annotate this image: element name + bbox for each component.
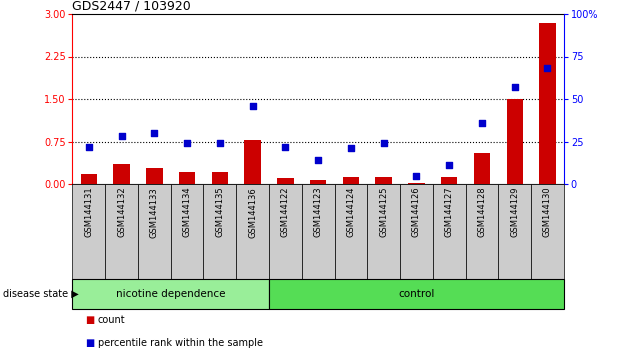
Bar — [302, 184, 335, 279]
Text: GDS2447 / 103920: GDS2447 / 103920 — [72, 0, 191, 13]
Bar — [244, 140, 261, 184]
Point — [477, 120, 487, 126]
Bar — [441, 177, 457, 184]
Text: GSM144136: GSM144136 — [248, 187, 257, 238]
Text: GSM144124: GSM144124 — [346, 187, 355, 237]
Text: GSM144129: GSM144129 — [510, 187, 519, 237]
Bar — [212, 172, 228, 184]
Text: disease state ▶: disease state ▶ — [3, 289, 79, 299]
Text: GSM144126: GSM144126 — [412, 187, 421, 238]
Bar — [375, 177, 392, 184]
Point — [149, 130, 159, 136]
Bar — [269, 184, 302, 279]
Bar — [343, 177, 359, 184]
Text: GSM144135: GSM144135 — [215, 187, 224, 238]
Bar — [310, 180, 326, 184]
Text: GSM144125: GSM144125 — [379, 187, 388, 237]
Bar — [474, 153, 490, 184]
Bar — [171, 184, 203, 279]
Point — [346, 145, 356, 151]
Text: GSM144128: GSM144128 — [478, 187, 486, 238]
Bar — [531, 184, 564, 279]
Point — [248, 103, 258, 109]
Bar — [367, 184, 400, 279]
Text: GSM144122: GSM144122 — [281, 187, 290, 237]
Point — [313, 158, 323, 163]
Bar — [408, 183, 425, 184]
Bar — [179, 172, 195, 184]
Text: GSM144123: GSM144123 — [314, 187, 323, 238]
Point — [280, 144, 290, 149]
Bar — [236, 184, 269, 279]
Bar — [138, 184, 171, 279]
Text: ■: ■ — [85, 338, 94, 348]
Text: GSM144134: GSM144134 — [183, 187, 192, 238]
Point — [182, 141, 192, 146]
Text: GSM144133: GSM144133 — [150, 187, 159, 238]
Point — [510, 84, 520, 90]
Bar — [81, 174, 97, 184]
Bar — [498, 184, 531, 279]
Bar — [72, 184, 105, 279]
Bar — [277, 178, 294, 184]
Bar — [466, 184, 498, 279]
Point — [379, 141, 389, 146]
Text: GSM144132: GSM144132 — [117, 187, 126, 238]
Text: nicotine dependence: nicotine dependence — [116, 289, 226, 299]
Bar — [72, 279, 269, 309]
Point — [542, 65, 553, 71]
Text: control: control — [398, 289, 435, 299]
Text: ■: ■ — [85, 315, 94, 325]
Bar — [113, 164, 130, 184]
Point — [117, 133, 127, 139]
Bar — [507, 99, 523, 184]
Text: GSM144130: GSM144130 — [543, 187, 552, 238]
Bar — [433, 184, 466, 279]
Point — [84, 144, 94, 149]
Bar — [539, 23, 556, 184]
Text: GSM144127: GSM144127 — [445, 187, 454, 238]
Text: GSM144131: GSM144131 — [84, 187, 93, 238]
Bar — [105, 184, 138, 279]
Text: percentile rank within the sample: percentile rank within the sample — [98, 338, 263, 348]
Point — [215, 141, 225, 146]
Bar — [400, 184, 433, 279]
Point — [444, 162, 454, 168]
Bar — [335, 184, 367, 279]
Point — [411, 173, 421, 178]
Text: count: count — [98, 315, 125, 325]
Bar — [269, 279, 564, 309]
Bar — [146, 168, 163, 184]
Bar — [203, 184, 236, 279]
